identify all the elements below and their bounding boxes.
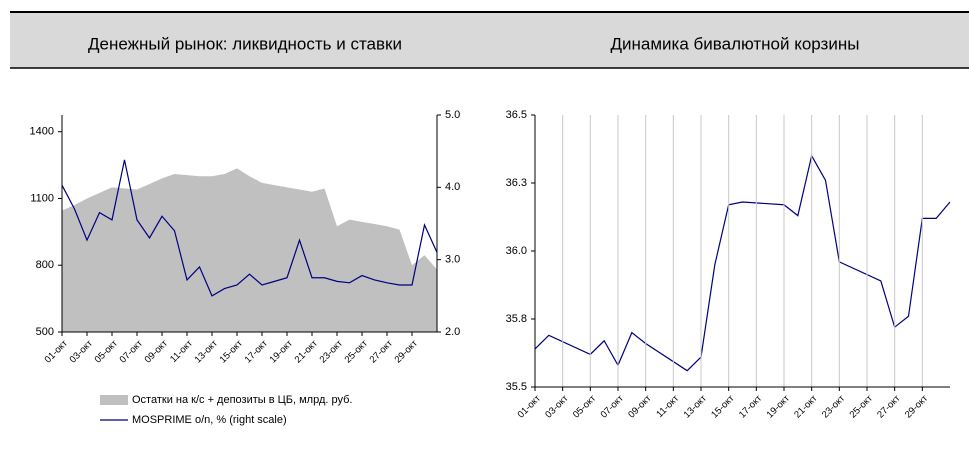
x-tick-label: 11-окт (654, 393, 681, 420)
y2-tick-label: 2.0 (445, 326, 460, 338)
y-tick-label: 36.5 (506, 109, 527, 121)
x-tick-label: 25-окт (343, 338, 371, 366)
legend-label: Остатки на к/с + депозиты в ЦБ, млрд. ру… (132, 394, 352, 406)
x-tick-label: 21-окт (293, 338, 321, 366)
x-tick-label: 05-окт (93, 338, 121, 366)
y2-tick-label: 3.0 (445, 254, 460, 266)
x-tick-label: 23-окт (820, 393, 848, 421)
legend-swatch (100, 395, 128, 405)
y-tick-label: 1400 (30, 126, 54, 138)
header-band (10, 13, 969, 68)
x-tick-label: 27-окт (368, 338, 396, 366)
x-tick-label: 21-окт (792, 393, 820, 421)
y-tick-label: 36.0 (506, 245, 527, 257)
x-tick-label: 13-окт (193, 338, 221, 366)
x-tick-label: 29-окт (393, 338, 421, 366)
chart-title: Динамика бивалютной корзины (611, 34, 860, 53)
x-tick-label: 15-окт (218, 338, 246, 366)
x-tick-label: 17-окт (243, 338, 271, 366)
x-tick-label: 19-окт (765, 393, 793, 421)
x-tick-label: 27-окт (875, 393, 903, 421)
x-tick-label: 19-окт (268, 338, 296, 366)
x-tick-label: 01-окт (516, 393, 544, 421)
y-tick-label: 36.3 (506, 177, 527, 189)
legend-label: MOSPRIME o/n, % (right scale) (132, 414, 287, 426)
x-tick-label: 03-окт (68, 338, 96, 366)
y-tick-label: 35.8 (506, 313, 527, 325)
x-tick-label: 23-окт (318, 338, 346, 366)
chart-title: Денежный рынок: ликвидность и ставки (88, 34, 402, 53)
x-tick-label: 09-окт (626, 393, 654, 421)
x-tick-label: 25-окт (848, 393, 876, 421)
area (62, 168, 437, 332)
x-tick-label: 01-окт (43, 338, 71, 366)
y2-tick-label: 5.0 (445, 109, 460, 121)
x-tick-label: 29-окт (903, 393, 931, 421)
y-tick-label: 35.5 (506, 381, 527, 393)
x-tick-label: 07-окт (118, 338, 146, 366)
x-tick-label: 13-окт (682, 393, 710, 421)
y2-tick-label: 4.0 (445, 181, 460, 193)
y-tick-label: 1100 (30, 192, 54, 204)
x-tick-label: 03-окт (543, 393, 571, 421)
y-tick-label: 800 (36, 259, 54, 271)
y-tick-label: 500 (36, 326, 54, 338)
x-tick-label: 15-окт (709, 393, 737, 421)
line (61, 159, 438, 297)
x-tick-label: 09-окт (143, 338, 171, 366)
x-tick-label: 05-окт (571, 393, 599, 421)
line (534, 154, 951, 372)
x-tick-label: 11-окт (168, 338, 195, 365)
x-tick-label: 07-окт (599, 393, 627, 421)
x-tick-label: 17-окт (737, 393, 765, 421)
